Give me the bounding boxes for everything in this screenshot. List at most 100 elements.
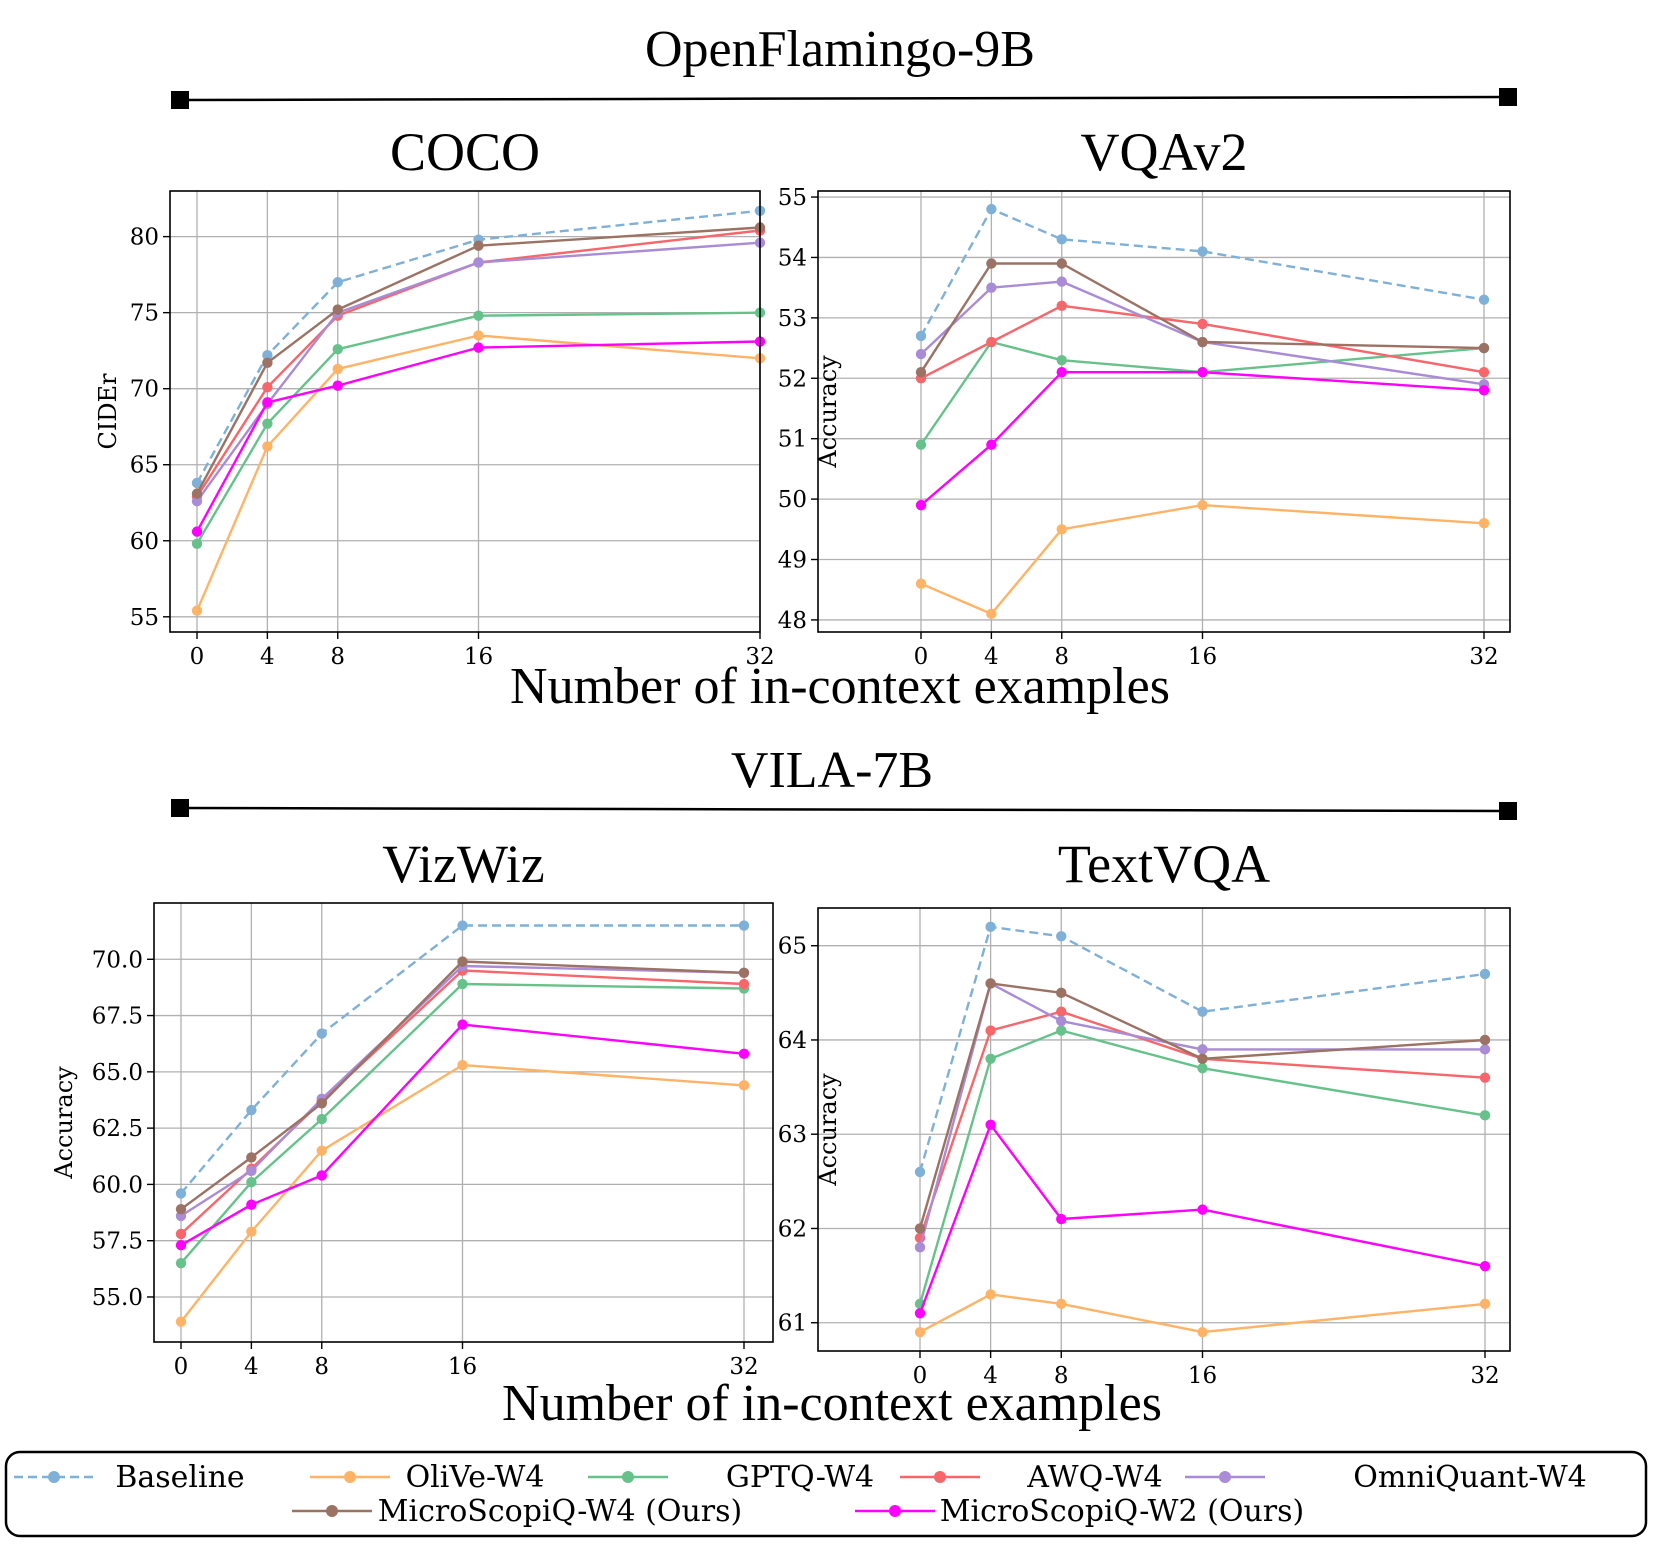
data-point (915, 330, 927, 342)
data-point (316, 1113, 327, 1125)
y-tick-label: 52 (778, 366, 807, 392)
data-point (457, 1059, 468, 1071)
data-point (1056, 1006, 1067, 1017)
x-tick-label: 32 (1470, 1363, 1499, 1389)
x-tick-label: 32 (729, 1354, 758, 1380)
y-tick-label: 50 (778, 487, 807, 513)
data-point (316, 1098, 327, 1109)
data-point (986, 439, 997, 450)
data-point (1479, 1298, 1491, 1310)
group-bracket-openflamingo (171, 88, 1517, 109)
data-point (1197, 1053, 1208, 1065)
data-point (473, 240, 484, 251)
plot-frame (817, 190, 1511, 633)
data-point (985, 978, 996, 989)
x-tick-label: 8 (314, 1354, 329, 1380)
y-tick-label: 55 (778, 185, 807, 211)
data-point (1478, 367, 1490, 378)
data-point (914, 1308, 926, 1319)
group-title-vila: VILA-7B (731, 742, 933, 799)
bracket-line (179, 806, 1509, 813)
data-point (316, 1170, 327, 1181)
series-msq4 (914, 978, 1491, 1234)
series-gptq (191, 307, 766, 549)
grid (818, 908, 1510, 1351)
data-point (738, 1080, 750, 1091)
data-point (191, 605, 203, 616)
plot-frame (169, 190, 761, 633)
y-tick-label: 60 (130, 529, 159, 555)
series-olive (914, 1289, 1491, 1338)
series-baseline (915, 203, 1490, 342)
legend-marker (326, 1505, 338, 1517)
series-msq2 (175, 1019, 750, 1251)
data-point (985, 1025, 996, 1036)
data-point (332, 277, 343, 288)
x-tick-label: 4 (244, 1354, 259, 1380)
data-point (1478, 518, 1490, 529)
data-point (1479, 1110, 1491, 1121)
y-tick-label: 49 (778, 548, 807, 574)
data-point (1197, 246, 1208, 257)
data-point (1478, 385, 1490, 396)
y-tick-label: 80 (130, 225, 159, 251)
bracket-end-right (1499, 802, 1517, 820)
data-point (1056, 258, 1067, 269)
data-point (246, 1199, 257, 1210)
bracket-end-right (1499, 88, 1517, 106)
data-point (262, 397, 273, 408)
data-point (738, 967, 750, 978)
data-point (175, 1203, 187, 1215)
data-point (1056, 354, 1067, 366)
data-point (473, 310, 484, 321)
data-point (1056, 1025, 1067, 1036)
grid (154, 903, 773, 1342)
series-awq (915, 300, 1490, 384)
data-point (1197, 1326, 1208, 1338)
chart-coco: COCO 0 4 8 16 32 55 60 65 70 75 80 CIDEr (94, 122, 775, 670)
y-tick-label: 53 (778, 306, 807, 332)
data-point (1197, 367, 1208, 378)
y-tick-label: 55 (130, 605, 159, 631)
y-tick-label: 63 (778, 1122, 807, 1148)
data-point (1479, 1044, 1491, 1055)
data-point (985, 921, 996, 933)
x-tick-label: 8 (1054, 644, 1069, 670)
y-tick-label: 62 (778, 1216, 807, 1242)
data-point (473, 257, 484, 268)
group-xlabel-vila: Number of in-context examples (502, 1375, 1162, 1432)
data-point (1479, 1034, 1491, 1046)
data-point (332, 304, 343, 315)
data-point (1479, 1072, 1491, 1083)
data-point (1056, 276, 1067, 287)
data-point (738, 920, 750, 931)
legend-label: Baseline (115, 1460, 244, 1495)
data-point (457, 956, 468, 967)
data-point (332, 380, 343, 391)
legend-label: AWQ-W4 (1026, 1460, 1162, 1495)
x-tick-label: 8 (1054, 1363, 1069, 1389)
data-point (1056, 1213, 1067, 1225)
legend-label: MicroScopiQ-W2 (Ours) (940, 1494, 1304, 1529)
plot-frame (153, 902, 774, 1343)
data-point (1479, 968, 1491, 980)
data-point (191, 538, 203, 549)
data-point (1056, 1298, 1067, 1310)
data-point (246, 1152, 257, 1163)
data-point (457, 978, 468, 990)
y-tick-label: 60.0 (92, 1172, 143, 1198)
bracket-end-left (171, 799, 189, 817)
legend-marker (622, 1471, 634, 1483)
data-point (332, 343, 343, 355)
data-point (191, 488, 203, 499)
data-point (457, 1019, 468, 1030)
y-tick-label: 70 (130, 377, 159, 403)
legend-items: Baseline OliVe-W4 GPTQ-W4 AWQ-W4 OmniQuant-W… (14, 1460, 1587, 1529)
data-point (457, 920, 468, 931)
data-point (915, 578, 927, 589)
data-point (986, 608, 997, 620)
data-point (1056, 234, 1067, 245)
x-tick-label: 16 (1188, 1363, 1217, 1389)
data-point (738, 1048, 750, 1060)
